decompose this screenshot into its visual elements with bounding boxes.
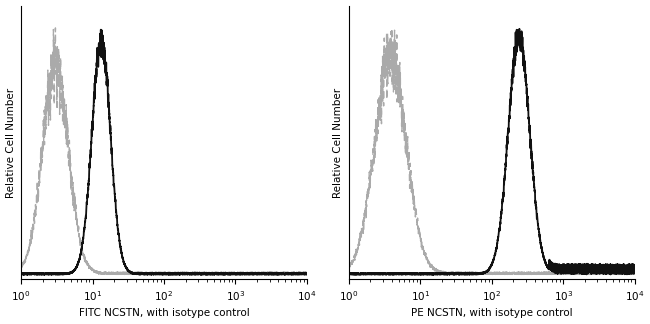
Y-axis label: Relative Cell Number: Relative Cell Number: [333, 87, 343, 198]
X-axis label: PE NCSTN, with isotype control: PE NCSTN, with isotype control: [411, 308, 573, 318]
X-axis label: FITC NCSTN, with isotype control: FITC NCSTN, with isotype control: [79, 308, 250, 318]
Y-axis label: Relative Cell Number: Relative Cell Number: [6, 87, 16, 198]
